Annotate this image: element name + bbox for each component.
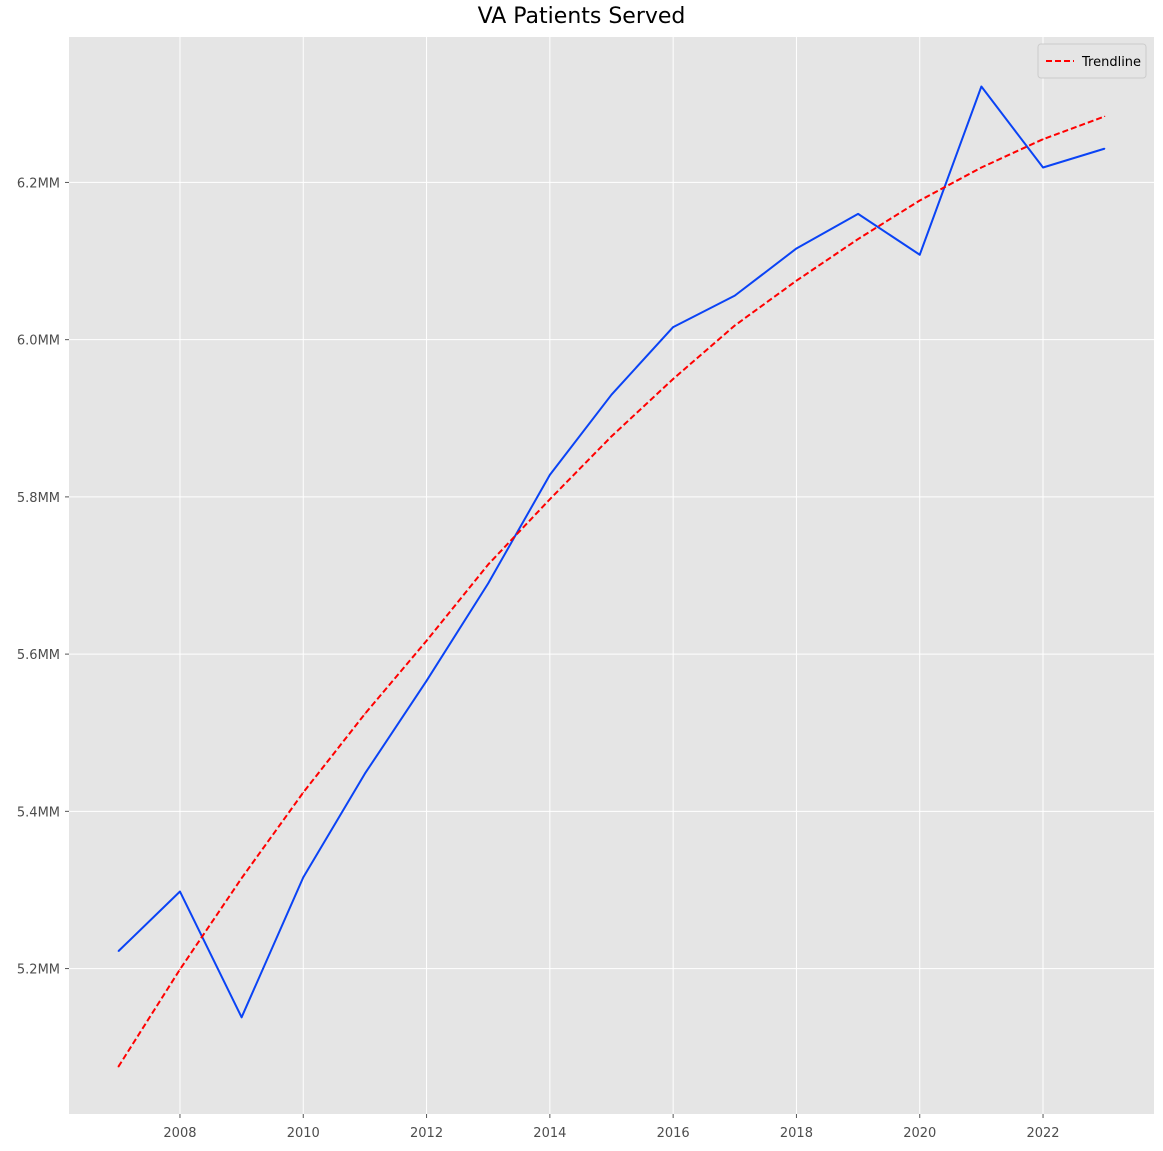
series-layer <box>117 85 1106 1068</box>
data-point-trendline <box>857 238 859 240</box>
x-axis: 2008 2010 2012 2014 2016 2018 2020 2022 <box>163 1114 1060 1141</box>
data-point-actual <box>302 876 304 878</box>
data-point-actual <box>364 773 366 775</box>
data-point-actual <box>117 950 119 952</box>
data-point-actual <box>672 326 674 328</box>
data-point-trendline <box>179 968 181 970</box>
data-point-actual <box>179 890 181 893</box>
data-point-actual <box>980 85 982 88</box>
x-tick-label: 2020 <box>903 1126 936 1141</box>
y-tick-label: 5.4MM <box>17 805 60 820</box>
x-tick-label: 2012 <box>410 1126 443 1141</box>
data-point-trendline <box>1104 115 1106 117</box>
y-tick-label: 5.2MM <box>17 963 60 978</box>
y-tick-label: 5.8MM <box>17 491 60 506</box>
data-point-actual <box>857 213 859 215</box>
data-point-actual <box>1104 148 1106 150</box>
data-point-actual <box>487 582 489 584</box>
data-point-trendline <box>117 1066 119 1068</box>
data-point-trendline <box>549 498 551 500</box>
data-point-trendline <box>919 199 921 202</box>
chart-title: VA Patients Served <box>477 4 686 29</box>
legend-box <box>1037 43 1147 79</box>
data-point-trendline <box>795 280 798 282</box>
data-point-trendline <box>241 877 243 879</box>
data-point-trendline <box>672 378 674 380</box>
data-point-trendline <box>487 563 489 566</box>
data-point-actual <box>1042 166 1044 169</box>
data-point-actual <box>734 295 736 297</box>
data-point-trendline <box>734 324 736 327</box>
data-point-trendline <box>425 640 428 642</box>
data-point-actual <box>425 680 428 682</box>
y-tick-label: 6.0MM <box>17 334 60 349</box>
y-tick-label: 5.6MM <box>17 648 60 663</box>
data-point-actual <box>610 394 613 396</box>
y-axis: 5.2MM 5.4MM 5.6MM 5.8MM 6.0MM 6.2MM <box>17 176 69 978</box>
grid-lines <box>69 37 1154 1114</box>
data-point-actual <box>549 474 551 476</box>
data-point-trendline <box>980 166 982 169</box>
x-tick-label: 2016 <box>657 1126 690 1141</box>
data-point-actual <box>241 1016 243 1018</box>
data-point-actual <box>919 254 921 256</box>
x-tick-label: 2008 <box>163 1126 196 1141</box>
data-point-trendline <box>364 713 366 715</box>
data-point-trendline <box>610 435 613 437</box>
x-tick-label: 2022 <box>1026 1126 1059 1141</box>
x-tick-label: 2018 <box>780 1126 813 1141</box>
legend: Trendline <box>1037 43 1147 79</box>
data-point-actual <box>795 247 798 250</box>
legend-label: Trendline <box>1081 55 1141 70</box>
x-tick-label: 2014 <box>533 1126 566 1141</box>
x-tick-label: 2010 <box>287 1126 320 1141</box>
plot-area <box>69 37 1154 1114</box>
data-point-trendline <box>302 791 304 794</box>
data-point-trendline <box>1042 138 1044 140</box>
y-tick-label: 6.2MM <box>17 176 60 191</box>
